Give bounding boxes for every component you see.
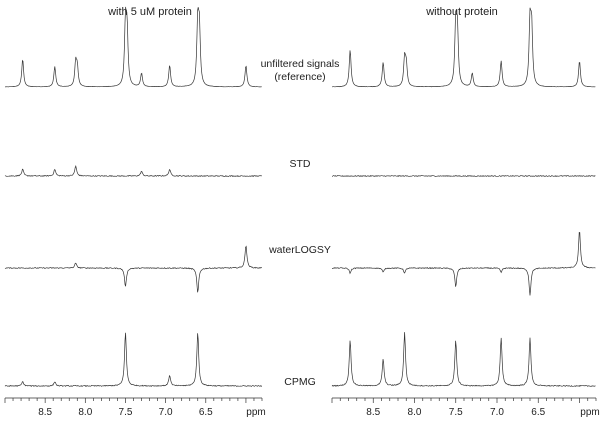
- spectrum-trace: [332, 7, 596, 88]
- row-label-unfiltered: unfiltered signals: [261, 58, 340, 70]
- spectrum-trace: [4, 332, 263, 387]
- x-tick-label: 7.0: [159, 407, 173, 418]
- x-tick-label: 8.5: [38, 407, 52, 418]
- x-tick-label: 7.0: [490, 407, 504, 418]
- spectra-traces: [4, 6, 596, 388]
- x-tick-label: 8.5: [366, 407, 380, 418]
- x-tick-label: 7.5: [449, 407, 463, 418]
- x-axis-unit-label: ppm: [246, 407, 265, 418]
- x-tick-label: 8.0: [408, 407, 422, 418]
- x-tick-label: 7.5: [119, 407, 133, 418]
- spectrum-trace: [4, 245, 263, 293]
- x-tick-label: 6.5: [531, 407, 545, 418]
- x-tick-label: 8.0: [78, 407, 92, 418]
- spectrum-trace: [331, 332, 596, 388]
- right-panel-title: without protein: [425, 6, 498, 18]
- spectrum-trace: [4, 164, 262, 177]
- spectrum-trace: [4, 6, 262, 88]
- spectrum-trace: [332, 175, 596, 177]
- row-label-cpmg: CPMG: [284, 376, 316, 388]
- x-axis-unit-label: ppm: [580, 407, 599, 418]
- spectrum-trace: [331, 231, 596, 296]
- left-panel-title: with 5 uM protein: [107, 6, 192, 18]
- ppm-axes: 8.5 8.0 7.5 7.0 6.5 ppm 8.5 8.0 7.5 7.0 6.5 ppm: [4, 397, 600, 418]
- row-label-unfiltered-reference: (reference): [274, 71, 325, 83]
- x-tick-label: 6.5: [199, 407, 213, 418]
- row-label-std: STD: [290, 158, 311, 170]
- row-label-waterlogsy: waterLOGSY: [268, 244, 331, 256]
